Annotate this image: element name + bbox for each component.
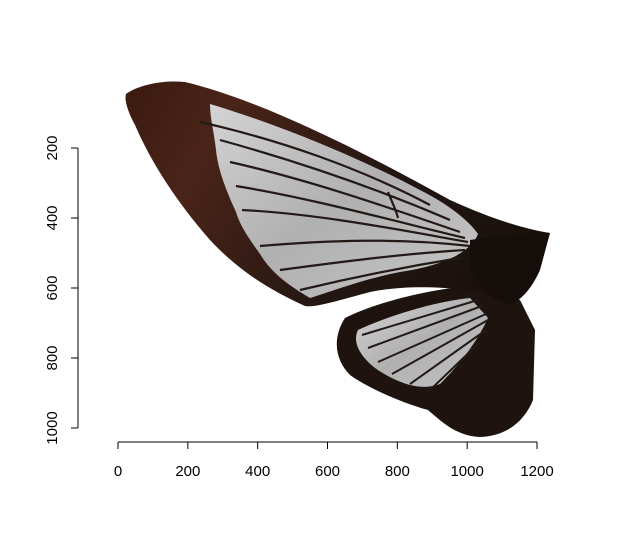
x-tick-label: 200 xyxy=(175,463,200,480)
y-tick-label: 1000 xyxy=(44,411,61,444)
y-axis: 200 400 600 800 1000 xyxy=(44,135,79,445)
x-axis: 0 200 400 600 800 1000 1200 xyxy=(114,441,554,480)
x-tick-label: 600 xyxy=(315,463,340,480)
x-tick-label: 0 xyxy=(114,463,122,480)
x-tick-label: 1200 xyxy=(520,463,553,480)
wing-image xyxy=(125,81,550,437)
forewing-membrane xyxy=(210,104,478,298)
y-tick-label: 400 xyxy=(44,205,61,230)
wing-base xyxy=(470,232,550,305)
x-tick-label: 400 xyxy=(245,463,270,480)
y-tick-label: 600 xyxy=(44,275,61,300)
y-tick-label: 800 xyxy=(44,345,61,370)
y-tick-label: 200 xyxy=(44,135,61,160)
x-tick-label: 1000 xyxy=(450,463,483,480)
hindwing-veins xyxy=(361,299,489,393)
forewing-veins xyxy=(199,120,471,292)
x-tick-label: 800 xyxy=(385,463,410,480)
